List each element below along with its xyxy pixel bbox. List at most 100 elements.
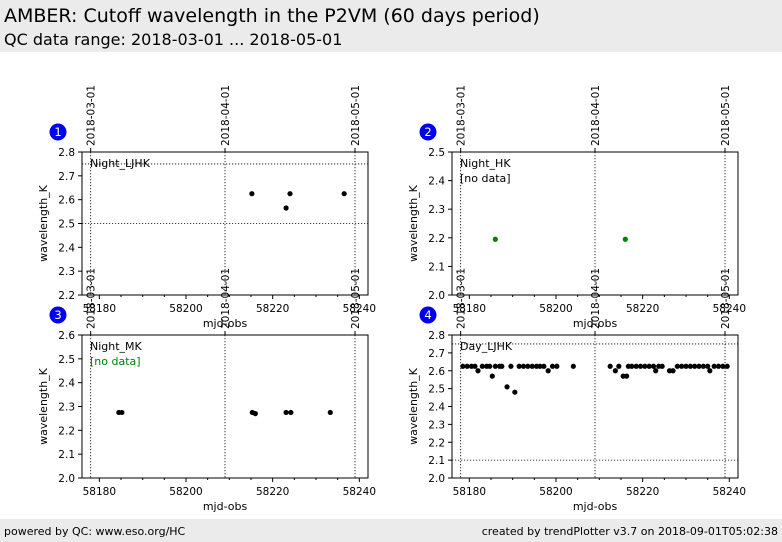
data-point <box>629 363 635 369</box>
header-bar: AMBER: Cutoff wavelength in the P2VM (60… <box>0 0 782 52</box>
data-point <box>327 409 333 416</box>
y-tick-label: 2.2 <box>58 290 75 302</box>
data-point <box>508 363 514 369</box>
x-tick-label: 58220 <box>256 303 289 315</box>
data-point <box>650 363 657 369</box>
chart-panel-3: 2018-03-01 2018-04-01 2018-05-01 58180 58200… <box>37 268 376 513</box>
data-point <box>633 363 639 369</box>
data-point <box>707 368 713 374</box>
y-tick-label: 2.3 <box>58 402 75 414</box>
top-date-label: 2018-04-01 <box>220 268 232 329</box>
panel-number-badge <box>419 123 437 141</box>
y-tick-label: 2.2 <box>428 437 445 449</box>
data-point <box>724 363 730 369</box>
data-point <box>679 363 685 369</box>
x-axis-label: mjd-obs <box>203 317 248 330</box>
panel-label: Night_LJHK <box>90 157 151 170</box>
data-point <box>283 205 289 211</box>
top-date-label: 2018-05-01 <box>350 268 362 329</box>
data-point <box>492 236 498 242</box>
data-point <box>711 363 717 369</box>
page-subtitle: QC data range: 2018-03-01 ... 2018-05-01 <box>4 30 343 49</box>
data-point <box>624 373 630 379</box>
page-title: AMBER: Cutoff wavelength in the P2VM (60… <box>4 5 540 27</box>
y-tick-label: 2.3 <box>428 419 445 431</box>
data-point <box>492 363 498 369</box>
data-point <box>549 363 556 369</box>
data-point <box>720 363 726 369</box>
y-tick-label: 2.5 <box>428 384 445 396</box>
data-point <box>570 363 576 369</box>
data-point <box>541 363 547 369</box>
y-axis-label: wavelength_K <box>37 367 50 445</box>
y-tick-label: 2.3 <box>58 266 75 278</box>
x-tick-label: 58200 <box>539 486 572 498</box>
top-date-label: 2018-03-01 <box>86 85 98 146</box>
data-point <box>642 363 648 369</box>
panel-number-label: 2 <box>424 125 431 139</box>
y-tick-label: 2.1 <box>428 455 445 467</box>
data-point <box>674 363 680 369</box>
data-point <box>288 409 294 416</box>
top-date-label: 2018-04-01 <box>220 85 232 146</box>
y-tick-label: 2.3 <box>428 204 445 216</box>
y-tick-label: 2.8 <box>428 330 445 342</box>
top-date-label: 2018-03-01 <box>456 85 468 146</box>
chart-panel-1: 2018-03-01 2018-04-01 2018-05-01 58180 58200… <box>37 85 376 330</box>
y-axis-label: wavelength_K <box>37 184 50 262</box>
y-tick-label: 2.4 <box>58 378 75 390</box>
no-data-note: [no data] <box>90 355 141 368</box>
y-axis-label: wavelength_K <box>407 184 420 262</box>
data-point <box>554 363 560 369</box>
y-tick-label: 2.1 <box>58 449 75 461</box>
data-point <box>512 389 518 395</box>
data-point <box>622 236 628 242</box>
plots-canvas: 2018-03-01 2018-04-01 2018-05-01 58180 58200… <box>37 85 746 513</box>
data-point <box>520 363 527 369</box>
data-point <box>687 363 693 369</box>
y-tick-label: 2.4 <box>428 402 445 414</box>
y-tick-label: 2.2 <box>428 233 445 245</box>
data-point <box>692 363 698 369</box>
chart-panel-4: 2018-03-01 2018-04-01 2018-05-01 58180 58200… <box>407 268 746 513</box>
footer-bar: powered by QC: www.eso.org/HC created by… <box>0 519 782 542</box>
data-point <box>700 363 706 369</box>
data-point <box>670 368 676 374</box>
panel-number-label: 4 <box>424 308 431 322</box>
top-date-label: 2018-04-01 <box>590 85 602 146</box>
data-point <box>341 191 347 197</box>
y-axis-label: wavelength_K <box>407 367 420 445</box>
y-tick-label: 2.4 <box>428 176 445 188</box>
y-tick-label: 2.7 <box>428 348 445 360</box>
y-tick-label: 2.0 <box>58 473 75 485</box>
x-tick-label: 58180 <box>83 486 116 498</box>
x-tick-label: 58240 <box>713 486 746 498</box>
y-tick-label: 2.2 <box>58 425 75 437</box>
x-tick-label: 58180 <box>453 486 486 498</box>
data-point <box>460 363 466 369</box>
y-tick-label: 2.7 <box>58 171 75 183</box>
data-point <box>499 363 505 369</box>
y-tick-label: 2.6 <box>58 330 75 342</box>
top-date-label: 2018-04-01 <box>590 268 602 329</box>
top-date-label: 2018-03-01 <box>456 268 468 329</box>
y-tick-label: 2.1 <box>428 261 445 273</box>
x-tick-label: 58200 <box>169 303 202 315</box>
top-date-label: 2018-05-01 <box>350 85 362 146</box>
data-point <box>653 368 659 374</box>
data-point <box>646 363 652 369</box>
data-point <box>516 363 522 369</box>
y-tick-label: 2.6 <box>428 366 445 378</box>
data-point <box>612 368 618 374</box>
data-point <box>545 368 551 374</box>
data-point <box>504 384 510 390</box>
panel-number-label: 3 <box>54 308 61 322</box>
data-point <box>119 409 125 416</box>
x-tick-label: 58180 <box>83 303 116 315</box>
y-tick-label: 2.8 <box>58 147 75 159</box>
data-point <box>715 363 722 369</box>
x-axis-label: mjd-obs <box>203 500 248 513</box>
panel-label: Night_MK <box>90 340 143 353</box>
data-point <box>479 363 485 369</box>
top-date-label: 2018-05-01 <box>720 85 732 146</box>
